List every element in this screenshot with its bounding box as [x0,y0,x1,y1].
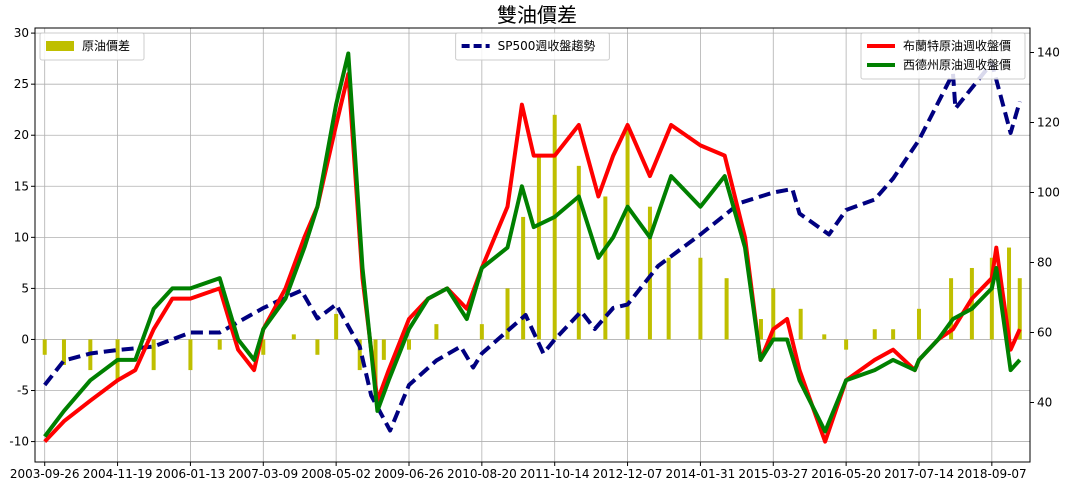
spread-bar [949,278,954,340]
y-axis-left: -10 -5 0 5 10 15 20 25 30 [9,26,35,449]
spread-bar [771,288,776,340]
legend-label: 布蘭特原油週收盤價 [903,38,1011,53]
y-axis-right: 40 60 80 100 120 140 [1030,46,1060,410]
spread-bar [758,319,763,340]
spread-bar [505,288,510,340]
spread-bar [217,339,222,350]
x-tick-label: 2018-09-07 [957,467,1027,481]
spread-bar [1007,247,1012,340]
sp500-line [43,61,1022,433]
spread-bar [536,155,541,340]
legend-top-center: SP500週收盤趨勢 [455,32,610,61]
spread-bar [334,313,339,340]
spread-bar [891,329,896,340]
y-right-tick-label: 120 [1037,116,1060,130]
spread-bar [603,196,608,340]
spread-bar [521,216,526,340]
spread-bar [822,334,827,340]
y-right-tick-label: 40 [1037,396,1052,410]
y-left-tick-label: 5 [21,281,29,295]
spread-bar [261,339,266,355]
y-left-tick-label: -5 [17,384,29,398]
x-tick-label: 2012-12-07 [593,467,663,481]
spread-bar [315,339,320,355]
y-right-tick-label: 140 [1037,46,1060,60]
y-right-tick-label: 80 [1037,256,1052,270]
spread-bar [188,339,193,371]
y-left-tick-label: 10 [14,230,29,244]
brent-line [43,72,1022,444]
legend-label: SP500週收盤趨勢 [498,38,596,53]
legend-box [39,32,145,61]
legend-box [860,32,1026,80]
grid-layer [35,28,1030,462]
spread-bar [989,257,994,340]
legend-label: 原油價差 [82,39,130,53]
series-lines [43,51,1022,444]
y-right-tick-label: 100 [1037,186,1060,200]
legend-swatch [46,41,74,51]
y-left-tick-label: -10 [9,435,29,449]
y-left-tick-label: 20 [14,128,29,142]
y-left-tick-label: 30 [14,26,29,40]
spread-bar [151,339,156,371]
x-tick-label: 2015-03-27 [738,467,808,481]
spread-bar [576,165,581,340]
spread-bar [434,324,439,340]
x-tick-label: 2010-08-20 [447,467,517,481]
legend-box [455,32,610,61]
spread-bar [724,278,729,340]
spread-bar [666,257,671,340]
y-left-tick-label: 25 [14,77,29,91]
x-tick-label: 2003-09-26 [10,467,80,481]
x-tick-label: 2007-03-09 [228,467,298,481]
y-left-tick-label: 0 [21,332,29,346]
spread-bar [291,334,296,340]
x-tick-label: 2006-01-13 [156,467,226,481]
legend-label: 西德州原油週收盤價 [903,57,1011,72]
x-tick-label: 2016-05-20 [811,467,881,481]
spread-bar [479,324,484,340]
x-tick-label: 2017-07-14 [884,467,954,481]
y-right-tick-label: 60 [1037,326,1052,340]
x-tick-label: 2014-01-31 [666,467,736,481]
spread-bar [698,257,703,340]
spread-bar [552,114,557,340]
spread-bar [844,339,849,350]
legend-top-left: 原油價差 [39,32,145,61]
spread-bar [406,339,411,350]
x-tick-label: 2004-11-19 [83,467,153,481]
x-axis: 2003-09-26 2004-11-19 2006-01-13 2007-03-09… [10,462,1027,481]
spread-bar [1017,278,1022,340]
spread-bar [969,267,974,340]
spread-bar [647,206,652,340]
spread-bar [798,308,803,340]
spread-bar [625,125,630,340]
spread-bar [42,339,47,355]
x-tick-label: 2011-10-14 [520,467,590,481]
spread-bar [357,339,362,371]
wti-line [43,51,1022,438]
x-tick-label: 2008-05-02 [301,467,371,481]
spread-bar [61,339,66,365]
spread-bar [381,339,386,360]
plot-frame [34,27,1031,463]
x-tick-label: 2009-06-26 [374,467,444,481]
chart-title: 雙油價差 [497,3,577,27]
y-left-tick-label: 15 [14,179,29,193]
spread-bar [872,329,877,340]
spread-bar [916,308,921,340]
